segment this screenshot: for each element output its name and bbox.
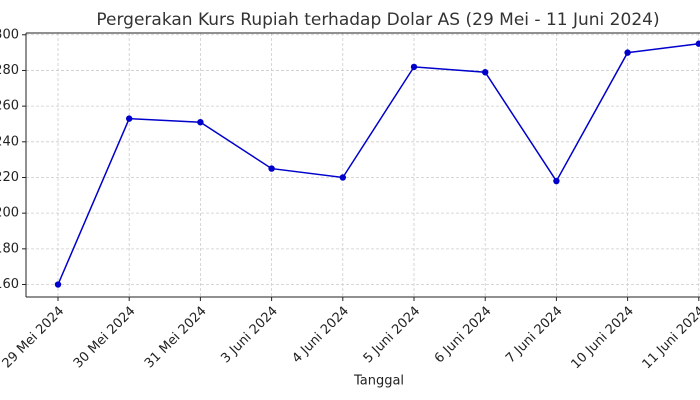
x-tick-label: 10 Juni 2024 — [568, 304, 636, 372]
y-tick-label: 180 — [0, 241, 19, 256]
x-tick-label: 3 Juni 2024 — [218, 304, 281, 367]
x-tick-label: 6 Juni 2024 — [432, 304, 495, 367]
marker — [54, 281, 62, 288]
y-tick-label: 300 — [0, 27, 19, 42]
marker — [339, 174, 346, 181]
marker — [410, 63, 418, 71]
x-tick-label: 31 Mei 2024 — [142, 304, 210, 372]
marker — [695, 40, 700, 47]
y-tick-label: 240 — [0, 134, 19, 149]
marker — [624, 49, 631, 56]
x-tick-label: 7 Juni 2024 — [503, 304, 566, 367]
line — [57, 42, 699, 285]
x-tick-label: 11 Juni 2024 — [640, 304, 700, 372]
x-tick-label: 4 Juni 2024 — [289, 304, 352, 367]
y-tick-label: 200 — [0, 206, 19, 221]
x-tick-label: 30 Mei 2024 — [71, 304, 139, 372]
x-tick-label: 29 Mei 2024 — [0, 304, 67, 372]
y-tick-label: 220 — [0, 170, 19, 185]
marker — [482, 69, 489, 76]
x-tick-label: 5 Juni 2024 — [361, 304, 424, 367]
y-tick-label: 160 — [0, 277, 19, 292]
x-axis-label: Tanggal — [353, 374, 404, 389]
chart-title: Pergerakan Kurs Rupiah terhadap Dolar AS… — [96, 10, 659, 30]
marker — [197, 118, 204, 126]
y-tick-label: 280 — [0, 63, 19, 78]
marker — [126, 115, 133, 122]
marker — [553, 177, 560, 185]
marker — [268, 165, 275, 172]
y-tick-label: 260 — [0, 99, 19, 114]
